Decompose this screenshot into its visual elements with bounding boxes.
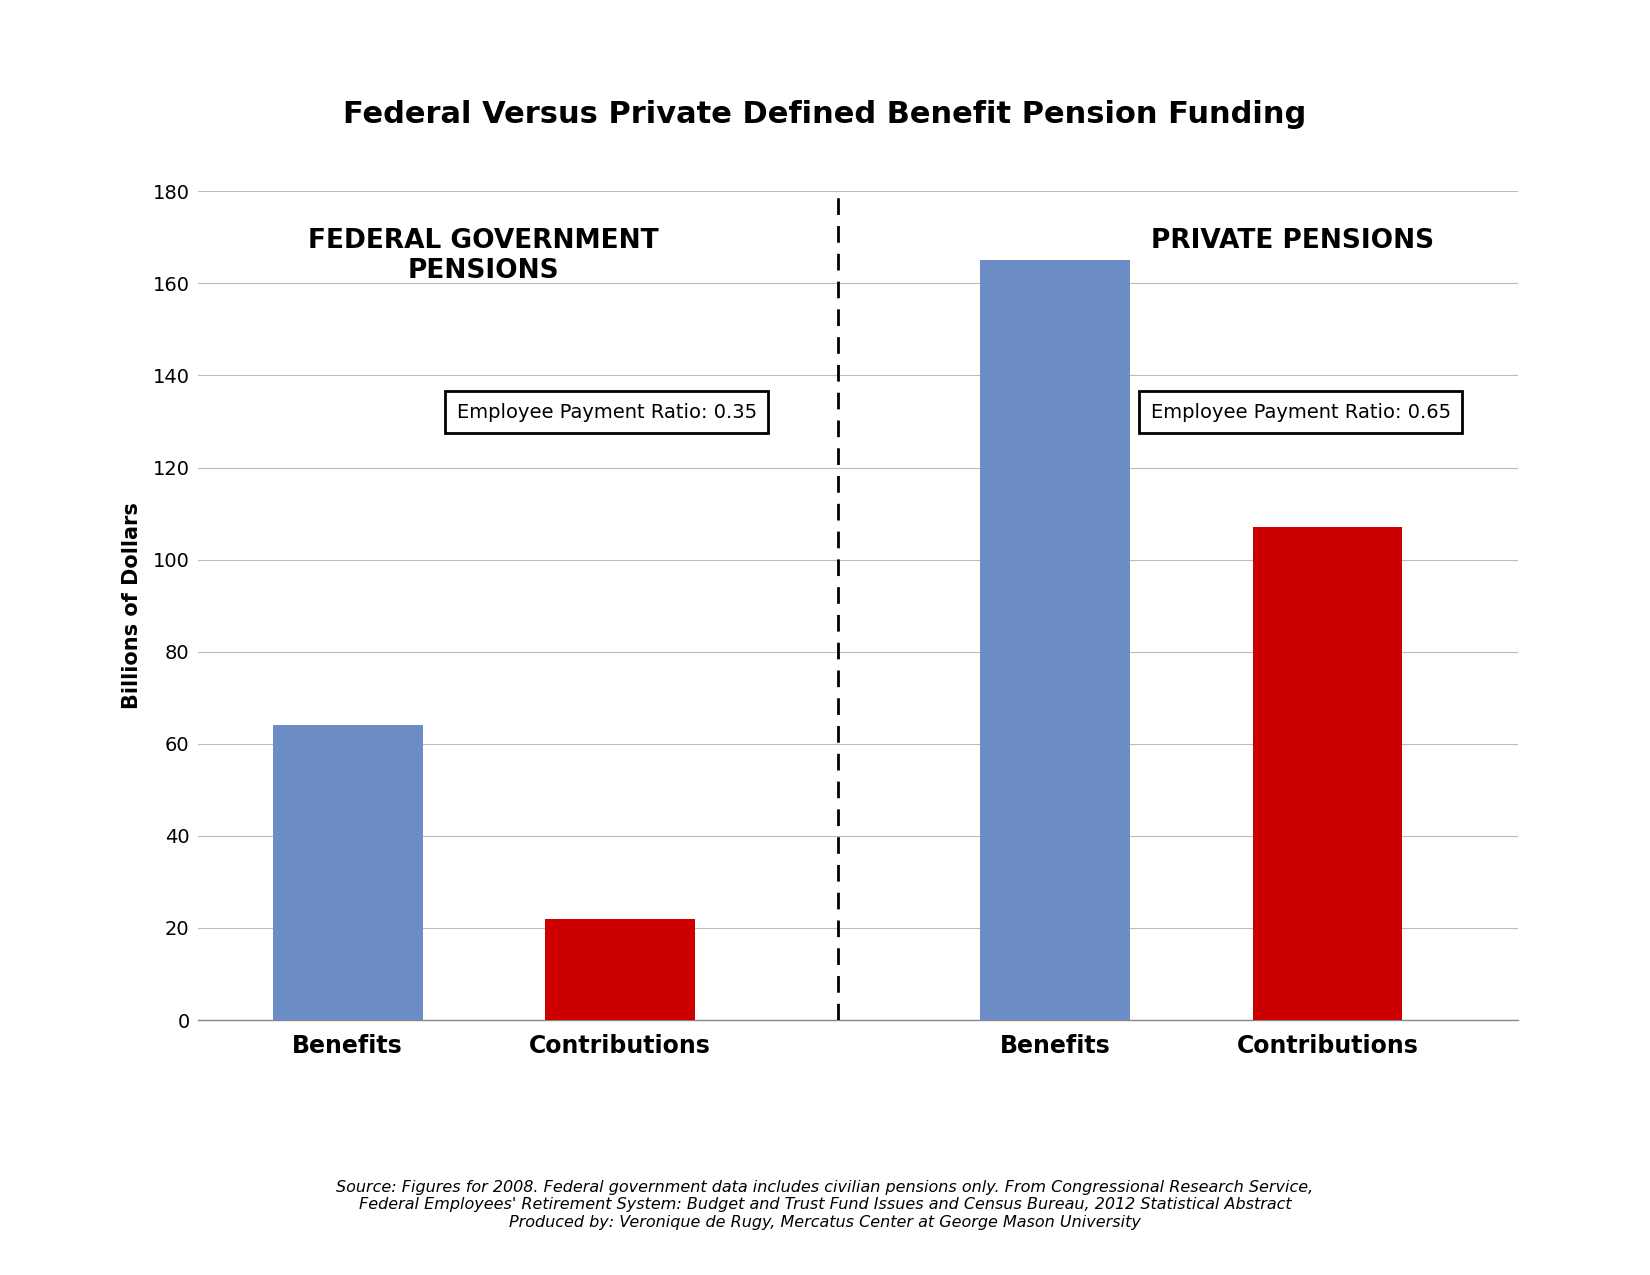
Text: Employee Payment Ratio: 0.65: Employee Payment Ratio: 0.65 [1150,403,1450,422]
Bar [980,260,1130,1020]
Text: Federal Versus Private Defined Benefit Pension Funding: Federal Versus Private Defined Benefit P… [343,101,1307,129]
Bar [272,725,422,1020]
Y-axis label: Billions of Dollars: Billions of Dollars [122,502,142,709]
Bar [544,919,695,1020]
Text: PRIVATE PENSIONS: PRIVATE PENSIONS [1150,228,1434,254]
Text: Source: Figures for 2008. Federal government data includes civilian pensions onl: Source: Figures for 2008. Federal govern… [337,1179,1313,1230]
Bar [1252,528,1402,1020]
Text: Employee Payment Ratio: 0.35: Employee Payment Ratio: 0.35 [457,403,757,422]
Text: FEDERAL GOVERNMENT
PENSIONS: FEDERAL GOVERNMENT PENSIONS [309,228,658,284]
